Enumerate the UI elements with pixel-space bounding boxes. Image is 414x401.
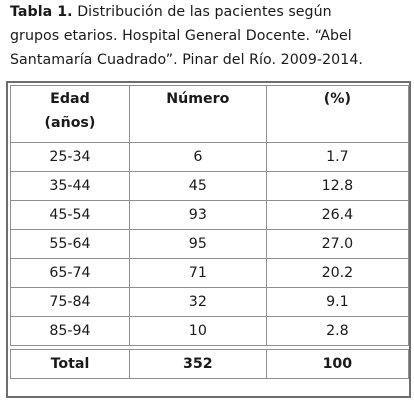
cell-age: 75-84 <box>10 288 130 317</box>
cell-percent: 2.8 <box>266 317 409 346</box>
total-label: Total <box>10 349 130 379</box>
data-table-frame: Edad (años) Número (%) 25-34 6 1.7 35-44… <box>6 81 411 398</box>
cell-age: 65-74 <box>10 259 130 288</box>
total-number: 352 <box>129 349 267 379</box>
table-row: 85-94 10 2.8 <box>10 317 409 346</box>
cell-number: 71 <box>129 259 267 288</box>
cell-number: 32 <box>129 288 267 317</box>
header-percent: (%) <box>266 85 409 143</box>
table-caption: Tabla 1. Distribución de las pacientes s… <box>10 0 410 72</box>
cell-age: 35-44 <box>10 172 130 201</box>
header-age-line-2: (años) <box>44 115 96 131</box>
header-age: Edad (años) <box>10 85 130 143</box>
header-row: Edad (años) Número (%) <box>10 85 409 143</box>
header-number: Número <box>129 85 267 143</box>
cell-age: 25-34 <box>10 143 130 172</box>
cell-percent: 26.4 <box>266 201 409 230</box>
caption-label: Tabla 1. <box>10 4 73 20</box>
table-row: 65-74 71 20.2 <box>10 259 409 288</box>
table-row: 75-84 32 9.1 <box>10 288 409 317</box>
total-percent: 100 <box>266 349 409 379</box>
cell-number: 45 <box>129 172 267 201</box>
cell-number: 93 <box>129 201 267 230</box>
caption-line-3: Santamaría Cuadrado”. Pinar del Río. 200… <box>10 52 363 68</box>
caption-line-2: grupos etarios. Hospital General Docente… <box>10 28 352 44</box>
cell-percent: 12.8 <box>266 172 409 201</box>
cell-percent: 1.7 <box>266 143 409 172</box>
total-row: Total 352 100 <box>10 349 409 379</box>
cell-percent: 27.0 <box>266 230 409 259</box>
table-body: 25-34 6 1.7 35-44 45 12.8 45-54 93 26.4 … <box>10 143 409 379</box>
cell-number: 10 <box>129 317 267 346</box>
cell-number: 6 <box>129 143 267 172</box>
cell-percent: 9.1 <box>266 288 409 317</box>
header-age-line-1: Edad <box>50 91 90 107</box>
age-distribution-table: Edad (años) Número (%) 25-34 6 1.7 35-44… <box>10 85 409 379</box>
table-row: 25-34 6 1.7 <box>10 143 409 172</box>
cell-age: 85-94 <box>10 317 130 346</box>
table-row: 45-54 93 26.4 <box>10 201 409 230</box>
cell-number: 95 <box>129 230 267 259</box>
table-row: 35-44 45 12.8 <box>10 172 409 201</box>
cell-age: 55-64 <box>10 230 130 259</box>
caption-line-1: Distribución de las pacientes según <box>77 4 332 20</box>
table-row: 55-64 95 27.0 <box>10 230 409 259</box>
cell-age: 45-54 <box>10 201 130 230</box>
cell-percent: 20.2 <box>266 259 409 288</box>
